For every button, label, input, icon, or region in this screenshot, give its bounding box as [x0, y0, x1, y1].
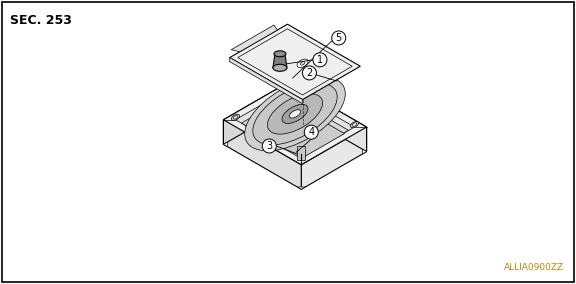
Ellipse shape: [274, 51, 286, 57]
Circle shape: [262, 139, 276, 153]
Polygon shape: [241, 96, 348, 158]
Ellipse shape: [285, 83, 293, 90]
Text: 3: 3: [266, 141, 272, 151]
Polygon shape: [289, 82, 366, 152]
Ellipse shape: [286, 85, 291, 88]
Ellipse shape: [350, 122, 359, 128]
FancyBboxPatch shape: [285, 75, 293, 87]
Text: 5: 5: [336, 33, 342, 43]
FancyBboxPatch shape: [297, 146, 305, 160]
Ellipse shape: [233, 116, 238, 119]
Circle shape: [332, 31, 346, 45]
Polygon shape: [230, 24, 361, 100]
Ellipse shape: [300, 62, 305, 65]
Ellipse shape: [297, 59, 308, 68]
Circle shape: [304, 125, 319, 139]
Polygon shape: [223, 82, 366, 165]
Text: SEC. 253: SEC. 253: [10, 14, 72, 27]
Ellipse shape: [253, 83, 337, 145]
Ellipse shape: [267, 94, 323, 134]
Polygon shape: [297, 187, 305, 189]
Polygon shape: [273, 54, 287, 68]
Circle shape: [302, 66, 316, 80]
Ellipse shape: [273, 64, 287, 71]
Polygon shape: [223, 120, 301, 189]
Polygon shape: [362, 149, 366, 154]
Polygon shape: [245, 101, 344, 158]
Polygon shape: [230, 58, 302, 104]
Polygon shape: [223, 82, 289, 144]
Circle shape: [313, 53, 327, 67]
Text: 1: 1: [317, 55, 323, 65]
Ellipse shape: [282, 104, 308, 124]
Text: ALLIA0900ZZ: ALLIA0900ZZ: [504, 263, 564, 272]
Ellipse shape: [245, 77, 345, 151]
Polygon shape: [285, 107, 293, 109]
Ellipse shape: [232, 114, 240, 120]
Ellipse shape: [353, 123, 357, 126]
Polygon shape: [301, 127, 366, 189]
Text: 4: 4: [308, 127, 314, 137]
Text: 2: 2: [306, 68, 313, 78]
Polygon shape: [223, 142, 228, 147]
Polygon shape: [231, 25, 278, 52]
Ellipse shape: [289, 110, 301, 118]
Polygon shape: [236, 89, 354, 158]
